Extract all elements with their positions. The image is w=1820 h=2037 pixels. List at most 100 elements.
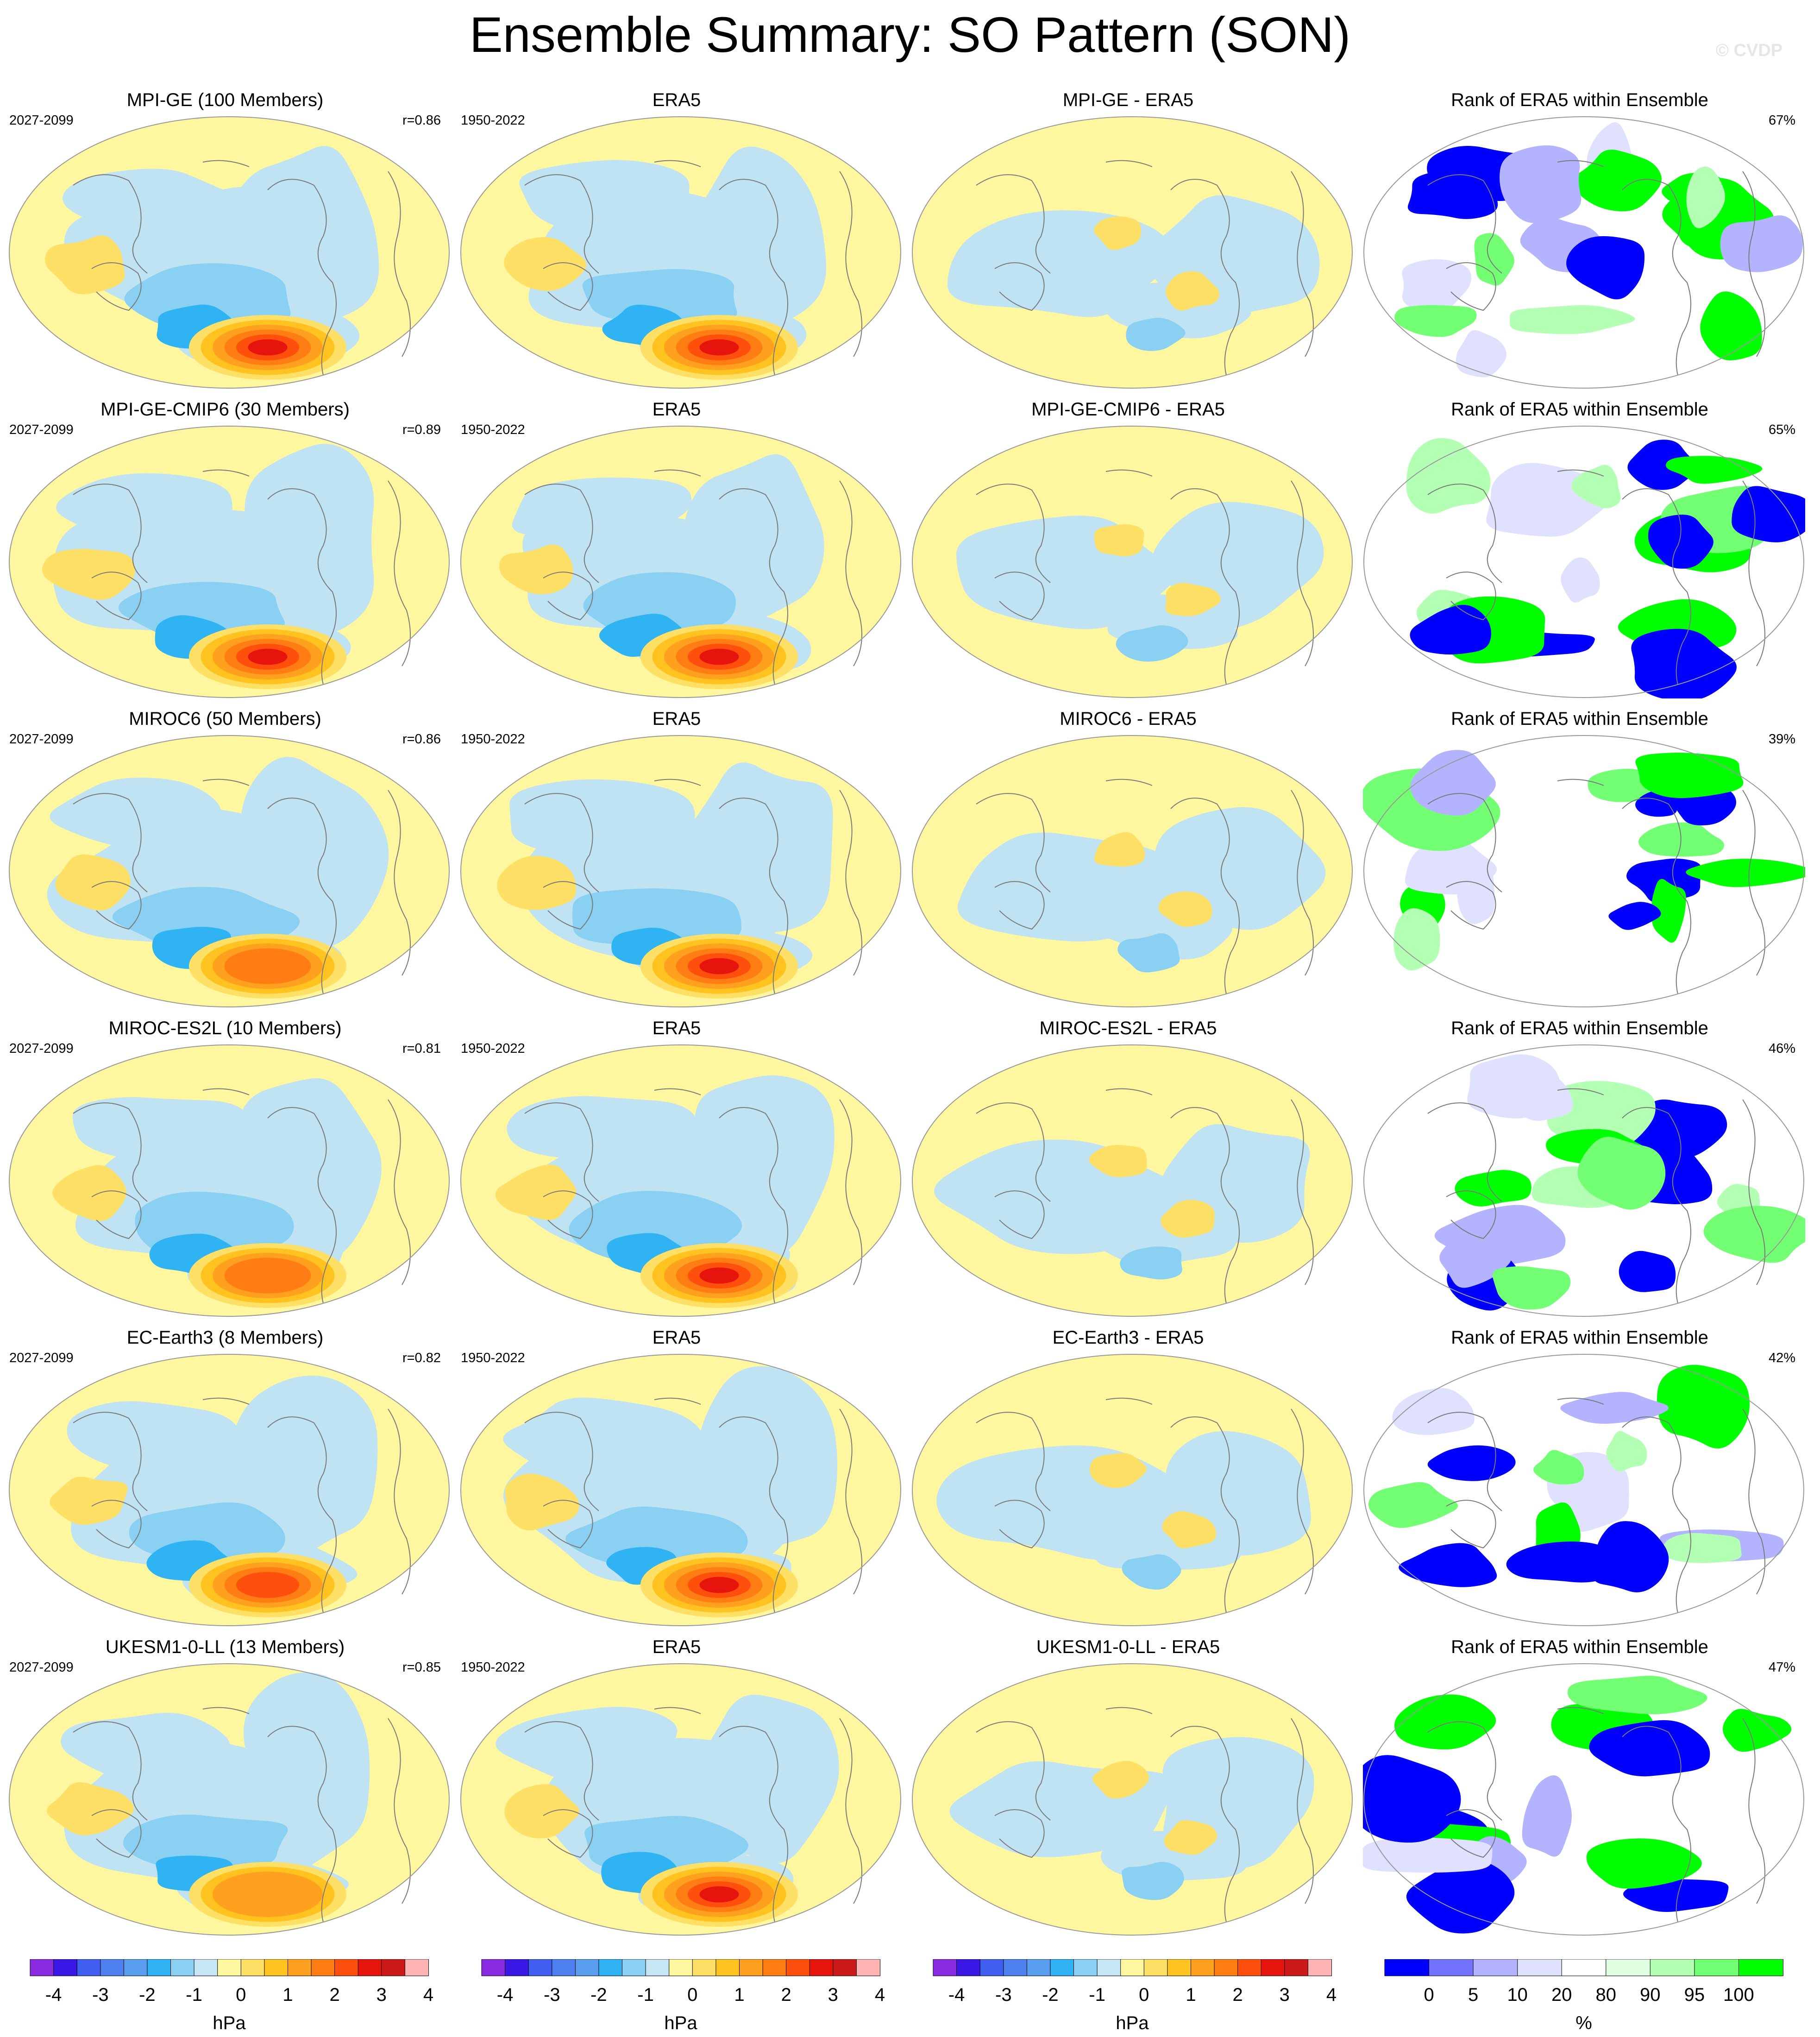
- map-panel-diff: MPI-GE - ERA5: [903, 88, 1353, 398]
- colorbar-swatches: -4 -3 -2 -1 0 1 2 3 4: [481, 1959, 885, 2005]
- colorbar-swatches: -4 -3 -2 -1 0 1 2 3 4: [30, 1959, 433, 2005]
- colorbar-swatch: [194, 1959, 218, 1976]
- colorbar-unit: %: [1575, 2013, 1592, 2033]
- panel-title: Rank of ERA5 within Ensemble: [1451, 399, 1708, 420]
- map-panel-rank: Rank of ERA5 within Ensemble 39%: [1355, 707, 1805, 1017]
- colorbar-tick-label: -2: [1042, 1985, 1059, 2005]
- colorbar-tick-label: 10: [1507, 1985, 1528, 2005]
- panel-title: MPI-GE - ERA5: [1062, 90, 1194, 110]
- panel-title: Rank of ERA5 within Ensemble: [1451, 1018, 1708, 1038]
- colorbar-swatch: [1003, 1959, 1028, 1976]
- panel-period: 1950-2022: [461, 1041, 525, 1056]
- pattern-correlation: r=0.85: [402, 1660, 441, 1675]
- map-panel-diff: MIROC6 - ERA5: [903, 707, 1353, 1017]
- colorbar-swatch: [334, 1959, 359, 1976]
- slp-map: [912, 735, 1353, 1007]
- colorbar-hpa-1: -4 -3 -2 -1 0 1 2 3 4 hPa: [25, 1959, 433, 2033]
- colorbar-swatch: [762, 1959, 787, 1976]
- colorbar-swatch: [833, 1959, 857, 1976]
- colorbar-tick-label: 1: [734, 1985, 744, 2005]
- colorbar-swatch: [598, 1959, 623, 1976]
- colorbar-swatch: [100, 1959, 125, 1976]
- pattern-correlation: r=0.89: [402, 422, 441, 437]
- colorbar-hpa-2: -4 -3 -2 -1 0 1 2 3 4 hPa: [477, 1959, 885, 2033]
- colorbar-swatch: [1307, 1959, 1332, 1976]
- rank-map: [1363, 1044, 1805, 1317]
- colorbar-tick-label: 0: [236, 1985, 246, 2005]
- map-panel-model: MIROC6 (50 Members) 2027-2099 r=0.86: [0, 707, 450, 1017]
- colorbar-tick-label: 2: [329, 1985, 339, 2005]
- slp-map: [460, 1044, 901, 1317]
- colorbar-swatch: [1738, 1959, 1784, 1976]
- slp-map: [460, 116, 901, 389]
- panel-period: 2027-2099: [9, 732, 74, 747]
- colorbar-tick-label: -4: [497, 1985, 514, 2005]
- colorbar-swatch: [809, 1959, 834, 1976]
- colorbar-swatch: [1284, 1959, 1309, 1976]
- colorbar-tick-label: -3: [92, 1985, 109, 2005]
- panel-title: MPI-GE (100 Members): [126, 90, 324, 110]
- coastline: [73, 160, 411, 376]
- colorbar-swatch: [1120, 1959, 1145, 1976]
- pattern-correlation: r=0.82: [402, 1351, 441, 1365]
- watermark: © CVDP: [1716, 41, 1783, 60]
- colorbar-swatch: [1050, 1959, 1074, 1976]
- colorbar-swatch: [288, 1959, 312, 1976]
- panel-title: ERA5: [652, 709, 701, 729]
- map-panel-rank: Rank of ERA5 within Ensemble 47%: [1355, 1635, 1805, 1945]
- panel-title: MIROC-ES2L - ERA5: [1039, 1018, 1217, 1038]
- colorbar-swatch: [575, 1959, 599, 1976]
- colorbar-swatch: [622, 1959, 646, 1976]
- colorbar-tick-label: -3: [995, 1985, 1012, 2005]
- map-panel-model: EC-Earth3 (8 Members) 2027-2099 r=0.82: [0, 1326, 450, 1636]
- panel-title: ERA5: [652, 90, 701, 110]
- map-panel-model: MPI-GE-CMIP6 (30 Members) 2027-2099 r=0.89: [0, 397, 450, 708]
- colorbar-swatch: [404, 1959, 429, 1976]
- slp-map: [912, 426, 1353, 698]
- panel-title: UKESM1-0-LL - ERA5: [1036, 1637, 1220, 1657]
- slp-map: [460, 735, 901, 1007]
- colorbar-swatch: [1167, 1959, 1192, 1976]
- colorbar-swatch: [381, 1959, 406, 1976]
- map-panel-diff: MPI-GE-CMIP6 - ERA5: [903, 397, 1353, 708]
- colorbar-swatch: [715, 1959, 740, 1976]
- colorbar-swatch: [1650, 1959, 1695, 1976]
- map-panel-obs: ERA5 1950-2022: [452, 1326, 902, 1636]
- colorbar-tick-label: 4: [875, 1985, 885, 2005]
- panel-title: ERA5: [652, 1327, 701, 1348]
- colorbar-swatch: [1384, 1959, 1430, 1976]
- colorbar-tick-label: -3: [544, 1985, 560, 2005]
- colorbar-swatch: [1143, 1959, 1168, 1976]
- rank-percent: 65%: [1768, 422, 1795, 437]
- panel-period: 1950-2022: [461, 1660, 525, 1675]
- colorbar-swatch: [669, 1959, 693, 1976]
- panel-period: 1950-2022: [461, 113, 525, 128]
- panel-title: MIROC6 - ERA5: [1060, 709, 1197, 729]
- panel-period: 2027-2099: [9, 1660, 74, 1675]
- colorbar-tick-label: -4: [948, 1985, 965, 2005]
- colorbar-swatch: [76, 1959, 101, 1976]
- colorbar-tick-label: 1: [282, 1985, 293, 2005]
- rank-percent: 39%: [1768, 732, 1795, 747]
- colorbar-swatches: 0 5 10 20 80 90 95 100: [1384, 1959, 1784, 2005]
- colorbar-swatch: [1191, 1959, 1215, 1976]
- colorbar-tick-label: 0: [1424, 1985, 1434, 2005]
- map-panel-rank: Rank of ERA5 within Ensemble 65%: [1355, 397, 1805, 708]
- panel-period: 2027-2099: [9, 422, 74, 437]
- colorbar-tick-label: 4: [1326, 1985, 1336, 2005]
- colorbar-hpa-3: -4 -3 -2 -1 0 1 2 3 4 hPa: [929, 1959, 1336, 2033]
- panel-period: 1950-2022: [461, 732, 525, 747]
- colorbar-swatch: [147, 1959, 171, 1976]
- colorbar-tick-label: -1: [637, 1985, 654, 2005]
- panel-title: ERA5: [652, 1018, 701, 1038]
- colorbar-tick-label: 90: [1640, 1985, 1661, 2005]
- panel-title: MPI-GE-CMIP6 (30 Members): [100, 399, 350, 420]
- colorbar-swatch: [739, 1959, 764, 1976]
- colorbar-unit: hPa: [213, 2013, 246, 2033]
- rank-map: [1363, 1354, 1804, 1626]
- colorbar-swatch: [1026, 1959, 1051, 1976]
- slp-map: [9, 1044, 450, 1317]
- panel-period: 1950-2022: [461, 422, 525, 437]
- colorbar-tick-label: 80: [1596, 1985, 1617, 2005]
- panel-period: 2027-2099: [9, 113, 74, 128]
